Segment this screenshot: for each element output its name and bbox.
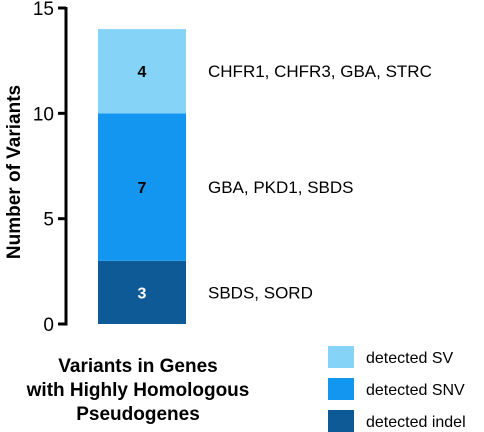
y-axis: 0 5 10 15: [33, 0, 68, 336]
y-tick-label: 10: [33, 104, 54, 125]
y-tick-label: 0: [43, 315, 54, 336]
gene-list-label: CHFR1, CHFR3, GBA, STRC: [208, 62, 432, 81]
gene-labels: SBDS, SORD GBA, PKD1, SBDS CHFR1, CHFR3, G…: [208, 62, 432, 302]
legend-label: detected SNV: [366, 382, 465, 399]
legend-swatch: [328, 378, 354, 400]
bar-segments: 3 7 4: [98, 29, 186, 324]
x-axis-title-line: with Highly Homologous: [26, 380, 250, 401]
gene-list-label: GBA, PKD1, SBDS: [208, 178, 354, 197]
bar-value-label: 3: [138, 285, 147, 302]
bar-value-label: 4: [138, 64, 147, 81]
x-axis-title-line: Variants in Genes: [58, 356, 217, 377]
bar-segment-detected-SV: [98, 29, 186, 114]
y-tick-label: 15: [33, 0, 54, 20]
x-axis-title: Variants in Genes with Highly Homologous P…: [26, 356, 250, 425]
gene-list-label: SBDS, SORD: [208, 283, 313, 302]
x-axis-title-line: Pseudogenes: [76, 404, 200, 425]
y-axis-title: Number of Variants: [4, 85, 25, 259]
bar-value-label: 7: [138, 180, 147, 197]
bar-segment-detected-indel: [98, 260, 186, 324]
legend: detected SV detected SNV detected indel: [328, 346, 466, 432]
legend-label: detected indel: [366, 414, 466, 431]
legend-swatch: [328, 346, 354, 368]
y-tick-label: 5: [43, 210, 54, 231]
legend-swatch: [328, 410, 354, 432]
bar-segment-detected-SNV: [98, 113, 186, 261]
legend-label: detected SV: [366, 350, 454, 367]
